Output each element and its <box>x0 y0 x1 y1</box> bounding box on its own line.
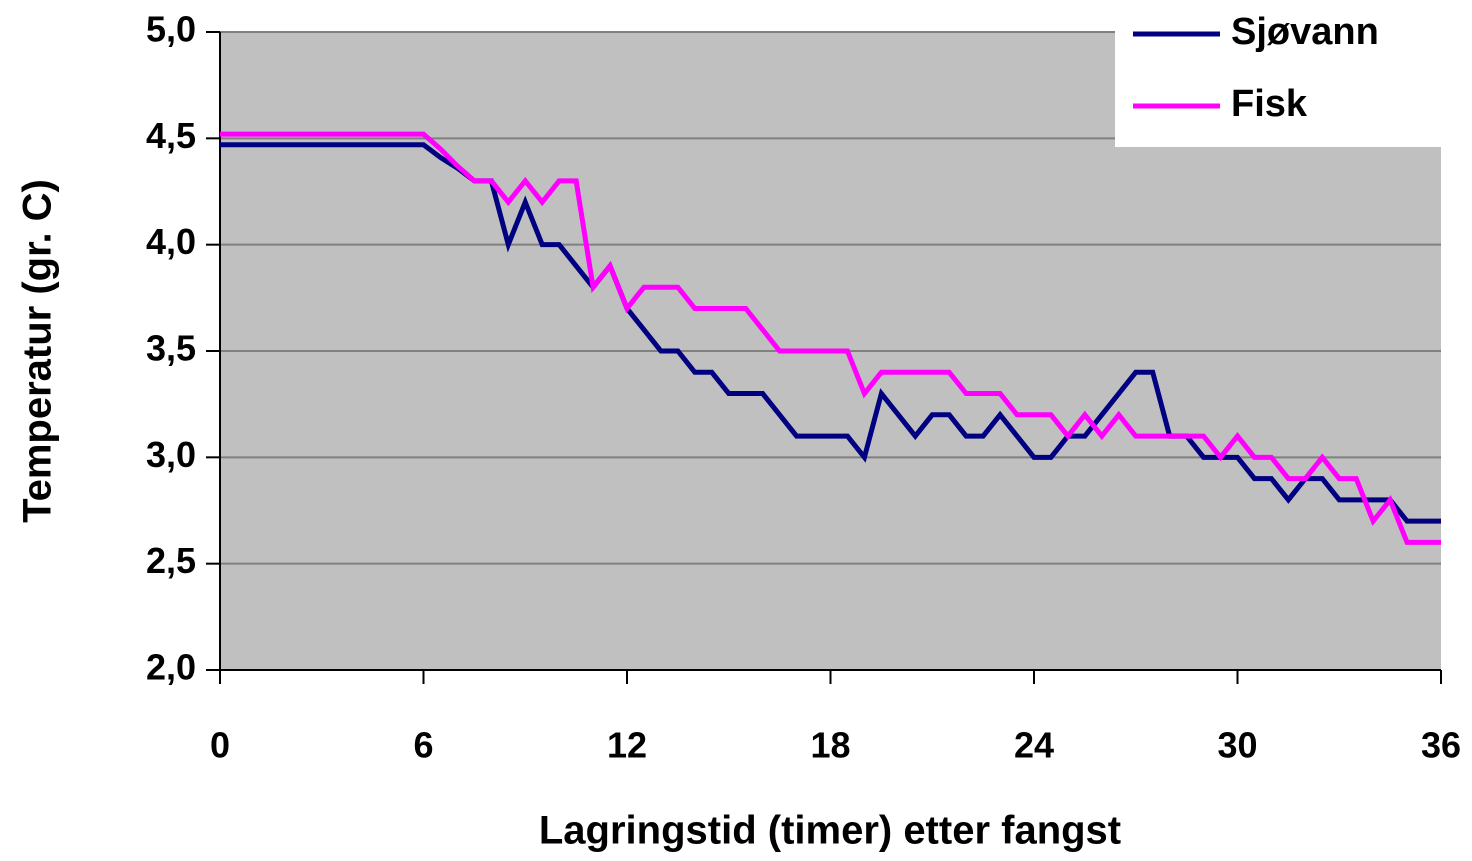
y-tick-label: 4,0 <box>146 221 196 262</box>
line-series <box>220 142 1441 524</box>
line-series <box>220 131 1441 545</box>
x-tick-label: 18 <box>810 725 850 766</box>
legend-label: Fisk <box>1231 83 1308 125</box>
y-tick-label: 4,5 <box>146 115 196 156</box>
legend-box <box>1115 20 1441 147</box>
x-tick-label: 0 <box>210 725 230 766</box>
x-axis-label: Lagringstid (timer) etter fangst <box>539 809 1121 853</box>
x-tick-label: 24 <box>1014 725 1054 766</box>
y-tick-label: 3,5 <box>146 328 196 369</box>
x-tick-label: 30 <box>1217 725 1257 766</box>
y-axis-label: Temperatur (gr. C) <box>16 179 60 523</box>
legend-label: Sjøvann <box>1231 11 1379 53</box>
x-tick-label: 36 <box>1421 725 1461 766</box>
y-tick-label: 3,0 <box>146 434 196 475</box>
x-tick-label: 12 <box>607 725 647 766</box>
y-tick-label: 2,0 <box>146 647 196 688</box>
y-tick-label: 5,0 <box>146 9 196 50</box>
x-tick-label: 6 <box>413 725 433 766</box>
y-tick-label: 2,5 <box>146 540 196 581</box>
